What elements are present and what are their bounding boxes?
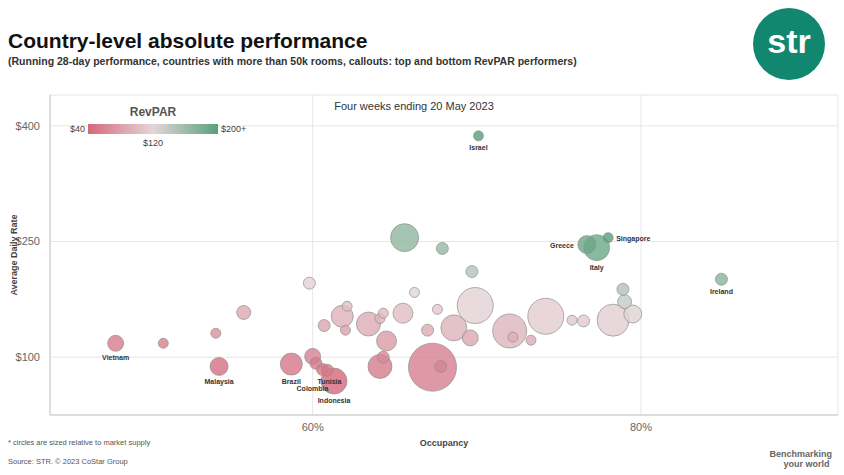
svg-text:Indonesia: Indonesia <box>318 397 351 404</box>
html-text:your world: your world <box>783 459 830 469</box>
svg-text:$200+: $200+ <box>221 124 246 134</box>
svg-text:60%: 60% <box>302 421 324 433</box>
svg-text:Vietnam: Vietnam <box>102 354 129 361</box>
svg-text:$400: $400 <box>16 120 40 132</box>
html-text:Average Daily Rate: Average Daily Rate <box>9 214 19 296</box>
svg-text:Ireland: Ireland <box>710 288 733 295</box>
html-text:Four weeks ending 20 May 2023: Four weeks ending 20 May 2023 <box>334 100 494 112</box>
svg-text:Greece: Greece <box>550 242 574 249</box>
html-text:Source: STR. © 2023 CoStar Gro: Source: STR. © 2023 CoStar Group <box>8 457 128 466</box>
svg-text:Italy: Italy <box>590 264 604 272</box>
html-text:Occupancy: Occupancy <box>419 438 469 448</box>
svg-text:$120: $120 <box>143 138 163 148</box>
svg-text:$100: $100 <box>16 351 40 363</box>
html-text:Benchmarking: Benchmarking <box>769 449 832 459</box>
html-text:str: str <box>767 22 811 60</box>
html-text:Country-level absolute perform: Country-level absolute performance <box>8 29 368 52</box>
html-text:(Running 28-day performance, c: (Running 28-day performance, countries w… <box>8 55 577 67</box>
svg-text:$250: $250 <box>16 235 40 247</box>
svg-text:Israel: Israel <box>469 144 487 151</box>
html-text:* circles are sized relative t: * circles are sized relative to market s… <box>8 438 151 447</box>
svg-text:Colombia: Colombia <box>297 385 329 392</box>
svg-text:80%: 80% <box>630 421 652 433</box>
svg-text:Tunisia: Tunisia <box>317 378 341 385</box>
svg-text:$40: $40 <box>70 124 85 134</box>
svg-text:Malaysia: Malaysia <box>204 378 233 386</box>
svg-text:Singapore: Singapore <box>616 235 650 243</box>
svg-text:RevPAR: RevPAR <box>130 105 177 119</box>
svg-text:Brazil: Brazil <box>281 378 301 386</box>
